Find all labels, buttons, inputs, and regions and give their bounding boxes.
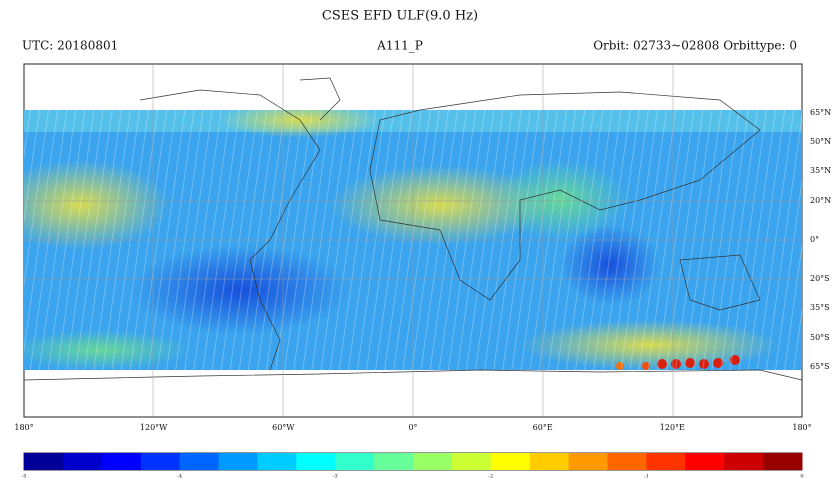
product: A111_P [376,39,423,53]
map [23,63,803,418]
colorbar-segment [24,453,64,470]
colorbar-segment [529,453,570,470]
colorbar-segment [140,453,181,470]
colorbar-tick-label: -2 [488,474,493,480]
colorbar-segment [646,453,686,470]
colorbar-segment [490,453,531,470]
coastlines [23,77,803,381]
colorbar-tick-label: 0 [800,474,803,480]
colorbar-segment [685,453,725,470]
colorbar-tick-label: -1 [644,474,649,480]
colorbar-segment [218,453,258,470]
lat-label: 50°N [810,137,831,146]
lat-label: 0° [810,235,819,244]
colorbar-segment [724,453,764,470]
lat-label: 35°N [810,166,831,175]
lat-label: 65°S [810,362,830,371]
lat-label: 20°N [810,196,831,205]
lat-label: 65°N [810,108,831,117]
colorbar-tick-label: -3 [333,474,338,480]
lon-label: 180° [14,423,33,432]
colorbar-tick-label: -5 [22,474,27,480]
colorbar-segment [335,453,375,470]
orbit: Orbit: 02733~02808 Orbittype: 0 [593,39,797,53]
colorbar-tick-label: -4 [177,474,182,480]
graticule [24,64,802,417]
colorbar-segment [568,453,608,470]
lon-label: 120°W [140,423,168,432]
colorbar-segment [451,453,492,470]
title: CSES EFD ULF(9.0 Hz) [322,9,478,24]
utc: UTC: 20180801 [22,39,118,53]
lat-label: 20°S [810,274,830,283]
lon-label: 60°E [533,423,553,432]
lon-label: 120°E [660,423,685,432]
colorbar-segment [296,453,336,470]
colorbar-segment [374,453,414,470]
colorbar-segment [101,453,142,470]
lat-label: 50°S [810,333,830,342]
colorbar-segment [257,453,297,470]
colorbar-segment [607,453,647,470]
colorbar-segment [62,453,103,470]
colorbar-segment [179,453,219,470]
colorbar-segment [413,453,453,470]
lon-label: 60°W [272,423,295,432]
lat-label: 35°S [810,303,830,312]
data-swath [24,110,802,370]
lon-label: 180° [792,423,811,432]
lon-label: 0° [408,423,417,432]
colorbar-segment [763,453,803,470]
